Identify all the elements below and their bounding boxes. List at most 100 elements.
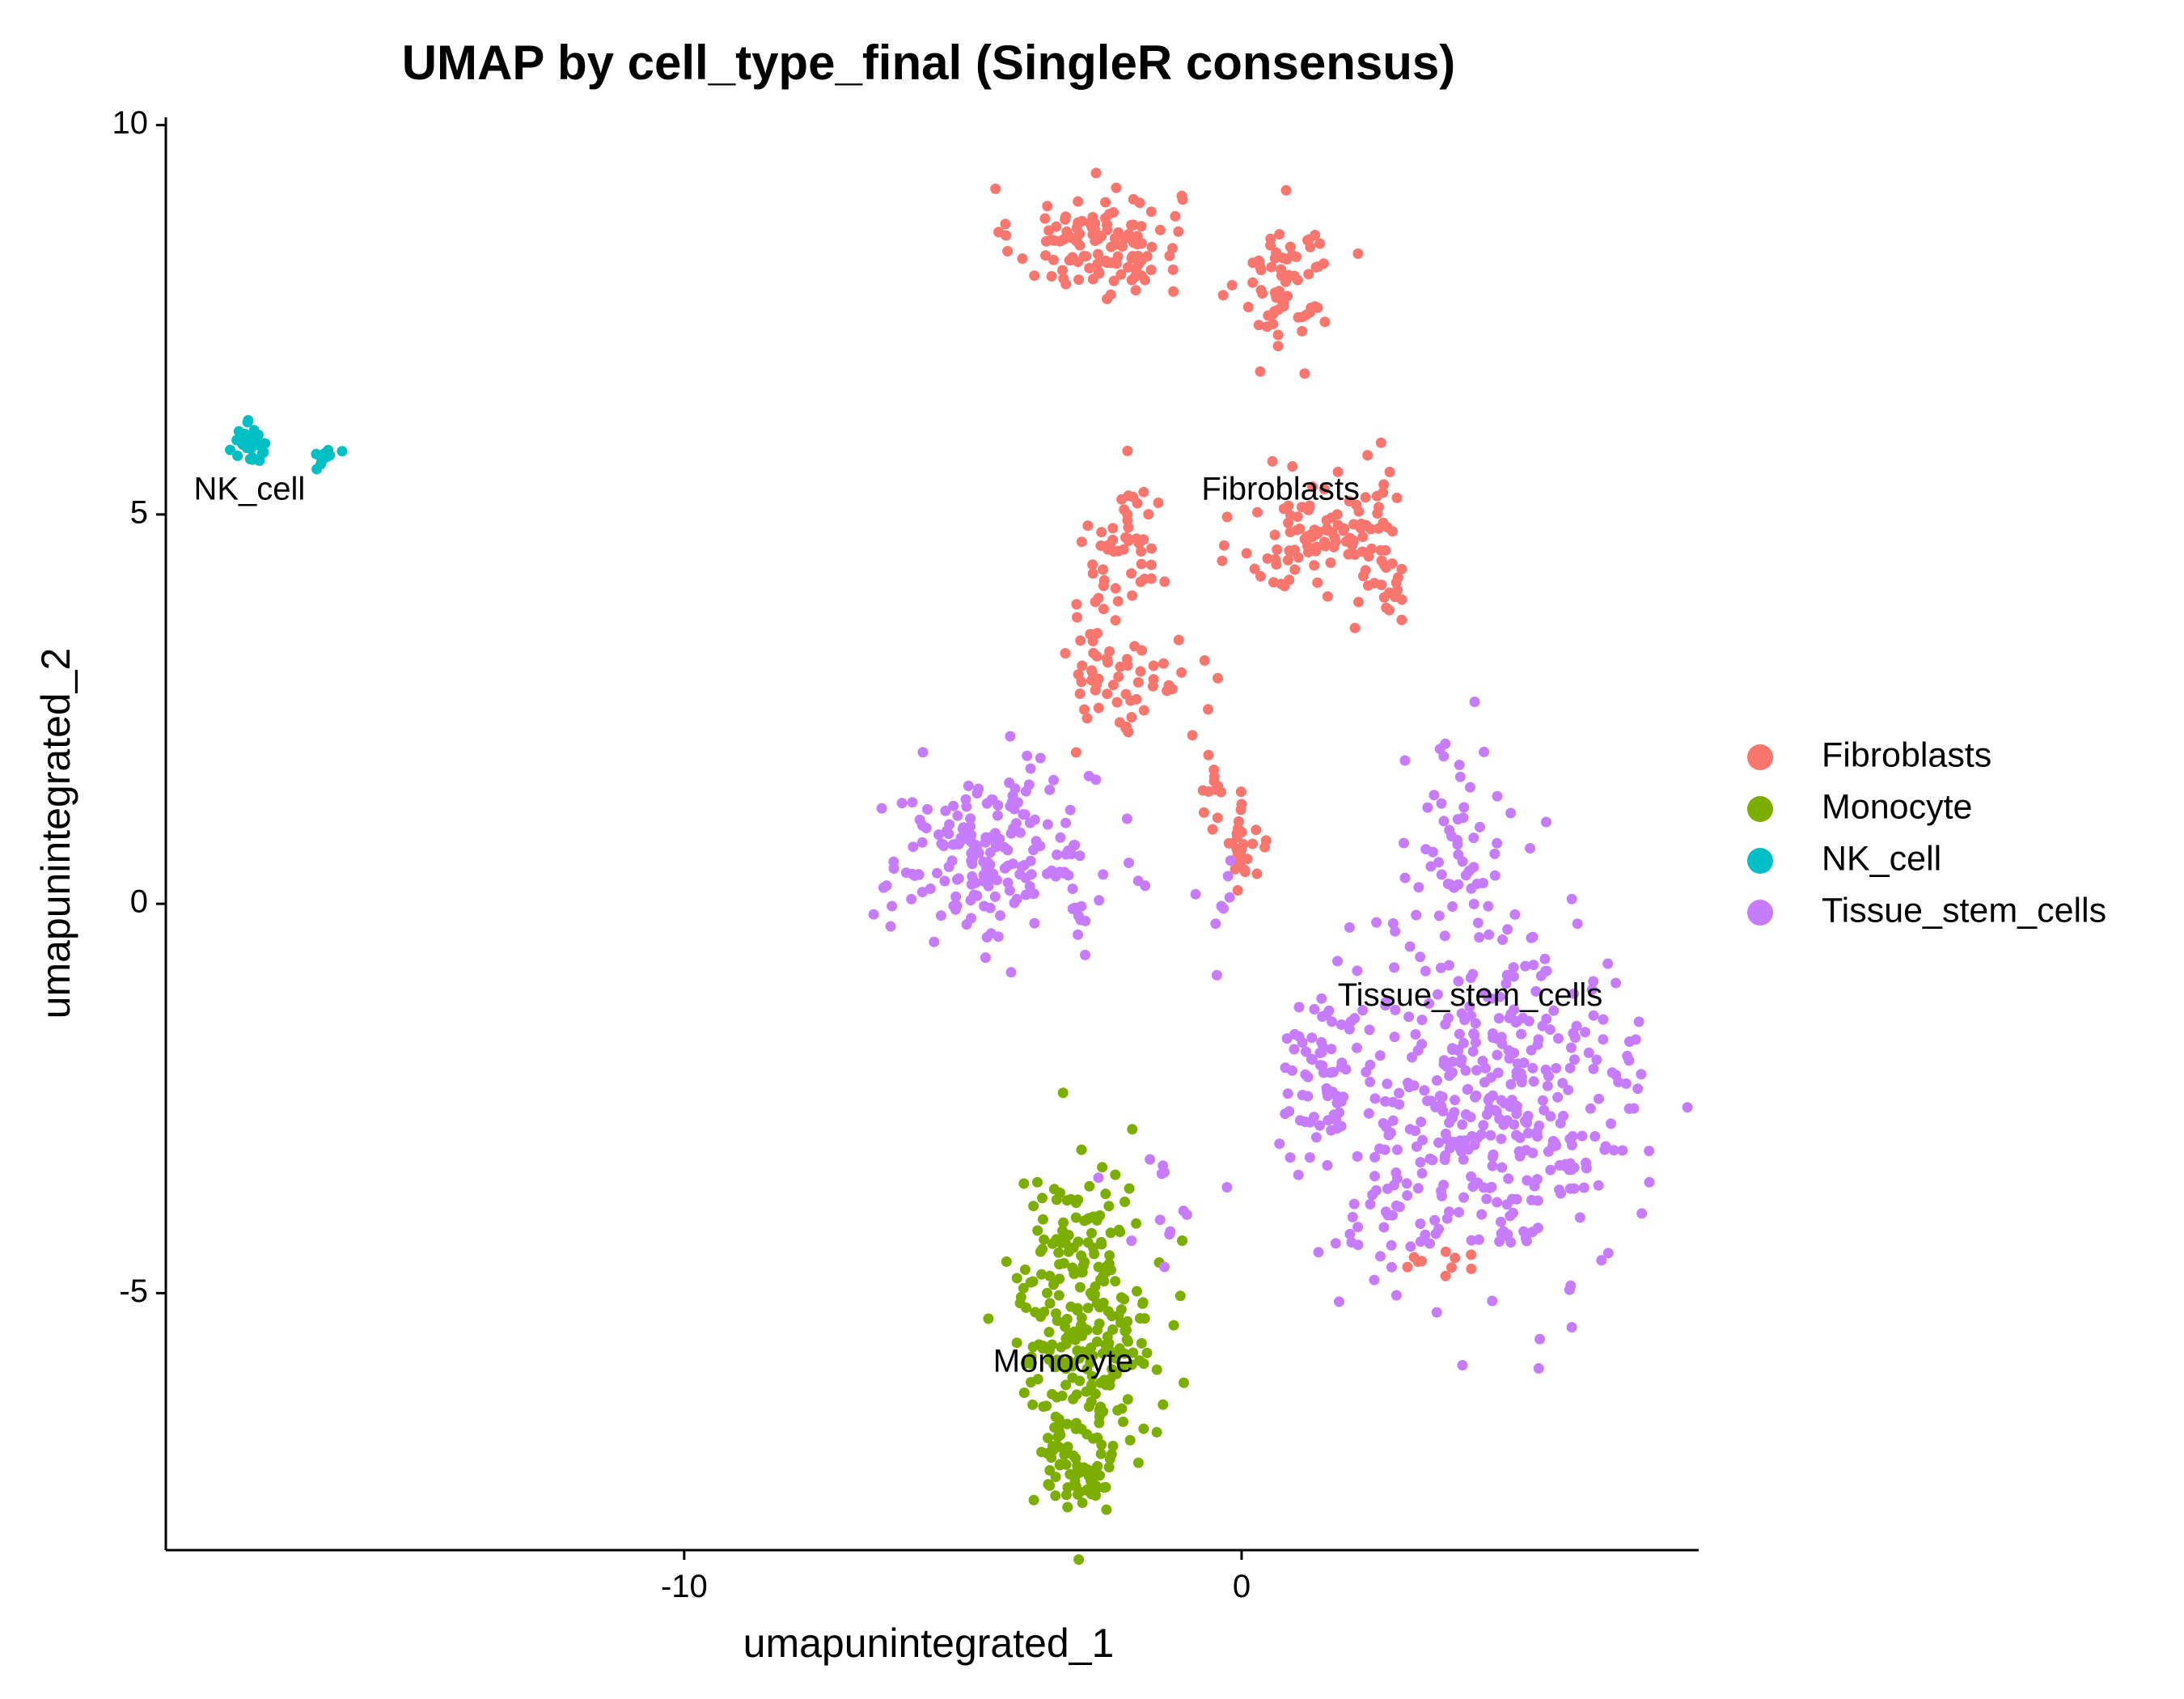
data-point [1399, 837, 1409, 849]
data-point [1051, 1234, 1062, 1245]
data-point [1593, 1180, 1604, 1191]
data-point [1023, 779, 1035, 790]
data-point [1318, 484, 1330, 494]
data-point [1380, 544, 1391, 556]
data-point [1300, 1116, 1310, 1127]
data-point [1405, 1241, 1416, 1252]
data-point [1082, 520, 1094, 532]
data-point [1335, 1096, 1347, 1107]
data-point [1027, 1341, 1039, 1353]
data-point [1505, 1008, 1517, 1019]
data-point [1055, 1430, 1066, 1441]
data-point [1468, 898, 1479, 909]
data-point [1132, 1457, 1144, 1468]
data-point [1528, 960, 1539, 971]
data-point [1272, 341, 1284, 352]
data-point [1042, 819, 1053, 830]
data-point [1092, 258, 1103, 269]
data-point [1352, 1042, 1362, 1053]
data-point [1569, 1032, 1581, 1043]
data-point [1242, 302, 1254, 312]
data-point [1387, 1115, 1399, 1126]
legend-swatch [1747, 796, 1773, 822]
data-point [1224, 892, 1235, 903]
data-point [1361, 1066, 1372, 1078]
data-point [1046, 235, 1057, 245]
data-point [1162, 685, 1173, 697]
data-point [1533, 1362, 1544, 1374]
data-point [980, 952, 991, 964]
data-point [1286, 249, 1297, 261]
data-point [1278, 503, 1289, 515]
data-point [1492, 837, 1503, 849]
data-point [940, 805, 951, 816]
data-point [1167, 264, 1179, 275]
data-point [1378, 591, 1390, 603]
data-point [1310, 542, 1322, 553]
data-point [1000, 218, 1011, 230]
data-point [1419, 1085, 1430, 1096]
data-point [906, 893, 917, 905]
data-point [1446, 831, 1458, 842]
data-point [1585, 1103, 1596, 1114]
data-point [1122, 515, 1133, 526]
data-point [1308, 1112, 1319, 1123]
data-point [1476, 1209, 1488, 1220]
data-point [1352, 965, 1363, 977]
data-point [995, 910, 1005, 922]
data-point [1069, 1471, 1081, 1481]
data-point [1111, 697, 1123, 708]
data-point [1093, 1172, 1104, 1184]
data-point [1599, 1144, 1610, 1155]
data-point [1102, 294, 1113, 304]
data-point [1402, 1190, 1413, 1201]
data-point [1569, 1054, 1580, 1066]
data-point [1542, 1080, 1553, 1091]
data-point [943, 828, 954, 840]
data-point [1060, 817, 1071, 828]
data-point [1474, 932, 1485, 943]
data-point [1154, 1214, 1166, 1226]
data-point [1447, 901, 1458, 912]
data-point [1462, 1083, 1474, 1095]
data-point [1454, 1135, 1466, 1146]
data-point [1255, 263, 1266, 273]
data-point [1416, 1116, 1427, 1128]
data-point [1435, 962, 1446, 973]
data-point [1602, 958, 1614, 969]
data-point [1274, 1138, 1285, 1150]
data-point [1018, 1178, 1030, 1189]
data-point [1018, 1388, 1030, 1398]
data-point [1353, 596, 1364, 608]
series-monocyte [983, 1087, 1189, 1566]
data-point [1269, 306, 1280, 317]
data-point [1360, 492, 1371, 503]
data-point [1252, 506, 1263, 518]
cluster-label-tissue-stem-cells: Tissue_stem_cells [1338, 977, 1603, 1013]
data-point [1059, 868, 1070, 879]
data-point [1566, 1042, 1577, 1053]
data-point [1079, 704, 1090, 715]
data-point [1005, 967, 1017, 978]
data-point [1387, 917, 1399, 929]
y-tick-label: -5 [119, 1273, 148, 1309]
data-point [1424, 1238, 1435, 1249]
data-point [252, 430, 264, 440]
data-point [1520, 960, 1531, 972]
data-point [1468, 1028, 1479, 1040]
data-point [1287, 1065, 1297, 1076]
data-point [1314, 1120, 1326, 1131]
data-point [1516, 1028, 1527, 1040]
data-point [950, 891, 962, 902]
data-point [1029, 917, 1040, 929]
data-point [1488, 1028, 1498, 1039]
data-point [1363, 1108, 1374, 1119]
data-point [1107, 680, 1119, 691]
data-point [1119, 1294, 1130, 1305]
data-point [1118, 544, 1129, 555]
data-point [1352, 1222, 1364, 1233]
data-point [1124, 858, 1134, 868]
data-point [1457, 1360, 1468, 1371]
data-point [1477, 1055, 1488, 1066]
data-point [1276, 578, 1287, 590]
